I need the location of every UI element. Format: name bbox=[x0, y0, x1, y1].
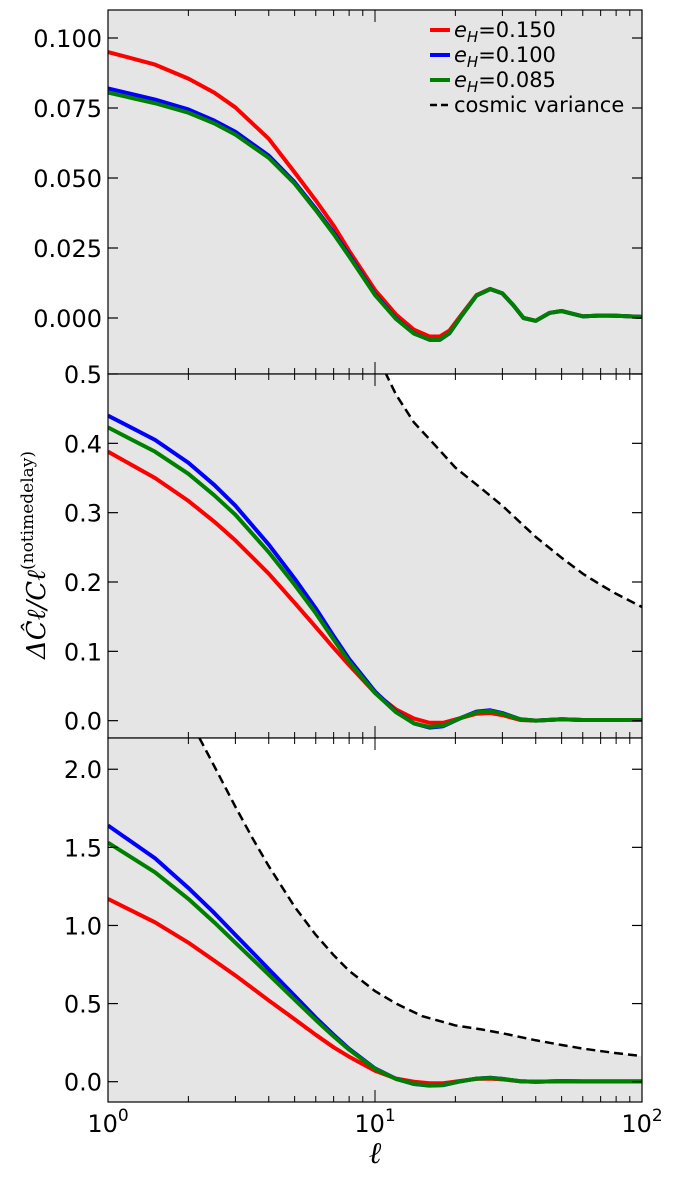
y-tick-label: 0.050 bbox=[33, 165, 102, 193]
y-tick-label: 0.0 bbox=[64, 1069, 102, 1097]
shaded-region bbox=[108, 10, 642, 374]
y-tick-label: 0.100 bbox=[33, 25, 102, 53]
legend-label: cosmic variance bbox=[454, 93, 624, 117]
y-tick-label: 1.5 bbox=[64, 834, 102, 862]
y-tick-label: 2.0 bbox=[64, 756, 102, 784]
shaded-region bbox=[108, 738, 642, 1102]
series-line-3 bbox=[108, 840, 642, 1088]
x-tick-label: 102 bbox=[621, 1106, 662, 1138]
series-line-3 bbox=[108, 90, 642, 342]
y-tick-label: 0.025 bbox=[33, 235, 102, 263]
y-tick-label: 0.000 bbox=[33, 305, 102, 333]
legend-entry: eH=0.150 bbox=[430, 18, 556, 46]
y-tick-label: 1.0 bbox=[64, 912, 102, 940]
y-tick-label: 0.1 bbox=[64, 638, 102, 666]
shaded-region bbox=[108, 374, 642, 738]
y-tick-label: 0.075 bbox=[33, 95, 102, 123]
series-line-cosmic-variance bbox=[384, 374, 642, 609]
legend-label: eH=0.100 bbox=[454, 43, 556, 71]
y-tick-label: 0.3 bbox=[64, 500, 102, 528]
x-tick-label: 101 bbox=[354, 1106, 395, 1138]
y-axis-label: ΔĈℓ/Cℓ(notimedelay) bbox=[18, 451, 52, 660]
y-tick-label: 0.0 bbox=[64, 708, 102, 736]
x-axis-label: ℓ bbox=[369, 1136, 382, 1171]
y-tick-label: 0.4 bbox=[64, 430, 102, 458]
panel-3: 2.0 1.5 1.0 0.5 0.0 bbox=[64, 737, 643, 1103]
panel-1: 0.100 0.075 0.050 0.025 0.000 bbox=[33, 9, 643, 375]
y-tick-label: 0.5 bbox=[64, 361, 102, 389]
legend-entry: cosmic variance bbox=[430, 93, 624, 117]
y-tick-label: 0.2 bbox=[64, 569, 102, 597]
y-tick-label: 0.5 bbox=[64, 991, 102, 1019]
series-line-cosmic-variance bbox=[198, 738, 642, 1058]
series-line-3 bbox=[108, 425, 642, 729]
legend-entry: eH=0.100 bbox=[430, 43, 556, 71]
legend-label: eH=0.150 bbox=[454, 18, 556, 46]
x-tick-label: 100 bbox=[87, 1106, 128, 1138]
legend-entry: eH=0.085 bbox=[430, 68, 556, 96]
legend-label: eH=0.085 bbox=[454, 68, 556, 96]
panel-2: 0.5 0.4 0.3 0.2 0.1 0.0 bbox=[64, 361, 643, 739]
